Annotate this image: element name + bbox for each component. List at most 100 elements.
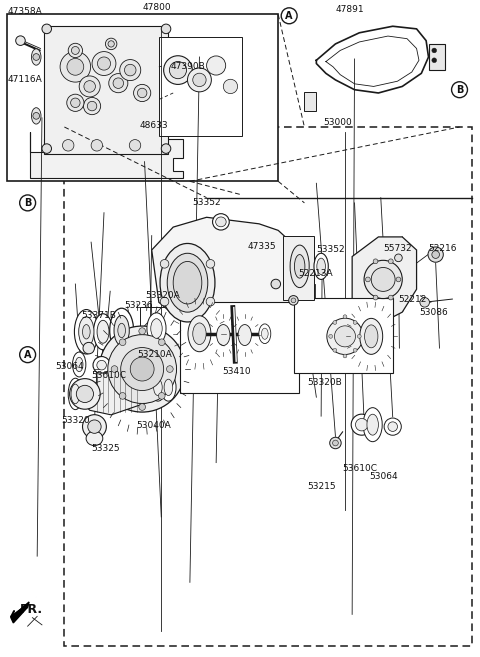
Circle shape	[206, 297, 215, 306]
Text: 53210A: 53210A	[137, 350, 172, 359]
Ellipse shape	[161, 374, 176, 401]
Polygon shape	[11, 602, 29, 623]
Circle shape	[329, 334, 333, 338]
Circle shape	[365, 277, 370, 282]
Ellipse shape	[150, 374, 166, 401]
Text: 53064: 53064	[369, 472, 397, 481]
Ellipse shape	[294, 254, 305, 278]
Circle shape	[67, 58, 84, 75]
Circle shape	[291, 298, 296, 303]
Circle shape	[70, 378, 100, 409]
Ellipse shape	[167, 253, 208, 312]
Text: 53040A: 53040A	[136, 421, 171, 430]
Circle shape	[327, 318, 363, 355]
Text: 53086: 53086	[419, 307, 448, 317]
Text: 53410: 53410	[222, 367, 251, 376]
Ellipse shape	[364, 325, 378, 348]
Circle shape	[333, 348, 337, 352]
Circle shape	[120, 348, 164, 390]
Circle shape	[113, 78, 123, 89]
Ellipse shape	[97, 321, 109, 343]
Circle shape	[139, 403, 145, 411]
Circle shape	[137, 88, 147, 98]
Circle shape	[167, 366, 173, 373]
Ellipse shape	[83, 325, 90, 339]
Circle shape	[188, 68, 211, 92]
Circle shape	[111, 366, 118, 373]
Text: 53352: 53352	[192, 198, 221, 208]
FancyBboxPatch shape	[44, 26, 168, 154]
Text: 47116A: 47116A	[7, 76, 42, 84]
Circle shape	[99, 326, 185, 412]
Circle shape	[356, 419, 368, 431]
Ellipse shape	[151, 319, 162, 338]
Circle shape	[388, 295, 393, 300]
Ellipse shape	[259, 324, 271, 344]
Circle shape	[432, 48, 437, 53]
Circle shape	[119, 392, 126, 399]
Text: 53064: 53064	[55, 362, 84, 371]
Circle shape	[333, 440, 338, 446]
Polygon shape	[30, 132, 183, 178]
Ellipse shape	[290, 245, 309, 288]
Circle shape	[106, 38, 117, 50]
Text: 53320: 53320	[61, 416, 90, 424]
Text: 53610C: 53610C	[343, 464, 378, 473]
Circle shape	[420, 298, 430, 307]
Text: B: B	[456, 85, 463, 95]
Ellipse shape	[314, 253, 328, 279]
Circle shape	[388, 259, 393, 263]
Ellipse shape	[32, 108, 41, 124]
Ellipse shape	[360, 319, 383, 354]
Text: 53236: 53236	[124, 301, 153, 310]
Circle shape	[343, 315, 347, 319]
Text: 52212: 52212	[398, 294, 427, 304]
Ellipse shape	[71, 384, 80, 404]
Bar	[7, 14, 278, 181]
Circle shape	[358, 334, 361, 338]
Circle shape	[351, 414, 372, 435]
Text: 47358A: 47358A	[7, 7, 42, 16]
Circle shape	[83, 415, 107, 439]
Text: B: B	[24, 198, 31, 208]
Text: 53000: 53000	[324, 118, 352, 127]
Ellipse shape	[160, 244, 215, 322]
Circle shape	[108, 41, 114, 47]
Text: 53320A: 53320A	[145, 291, 180, 300]
Ellipse shape	[79, 317, 94, 347]
Circle shape	[330, 438, 341, 449]
Circle shape	[343, 354, 347, 358]
Ellipse shape	[188, 316, 211, 351]
Ellipse shape	[68, 378, 83, 409]
Circle shape	[193, 73, 206, 87]
Ellipse shape	[262, 328, 268, 339]
Circle shape	[83, 342, 95, 354]
Circle shape	[395, 254, 402, 261]
Ellipse shape	[118, 323, 125, 338]
Circle shape	[68, 43, 83, 58]
Ellipse shape	[154, 379, 162, 396]
Ellipse shape	[164, 379, 173, 396]
Circle shape	[109, 74, 128, 93]
Bar	[294, 298, 393, 373]
Circle shape	[169, 62, 187, 79]
Ellipse shape	[86, 431, 103, 445]
Circle shape	[164, 56, 192, 84]
Circle shape	[42, 24, 51, 34]
Ellipse shape	[110, 308, 133, 353]
Circle shape	[353, 321, 357, 325]
Circle shape	[92, 52, 116, 76]
Circle shape	[158, 339, 165, 346]
Circle shape	[335, 326, 356, 347]
Circle shape	[60, 51, 91, 82]
Polygon shape	[352, 237, 417, 322]
Circle shape	[158, 392, 165, 399]
Circle shape	[120, 60, 141, 81]
Circle shape	[97, 57, 110, 70]
Circle shape	[79, 76, 100, 97]
Circle shape	[67, 94, 84, 112]
Ellipse shape	[147, 313, 166, 344]
Circle shape	[161, 24, 171, 34]
Text: 47800: 47800	[142, 3, 171, 12]
Circle shape	[42, 144, 51, 153]
